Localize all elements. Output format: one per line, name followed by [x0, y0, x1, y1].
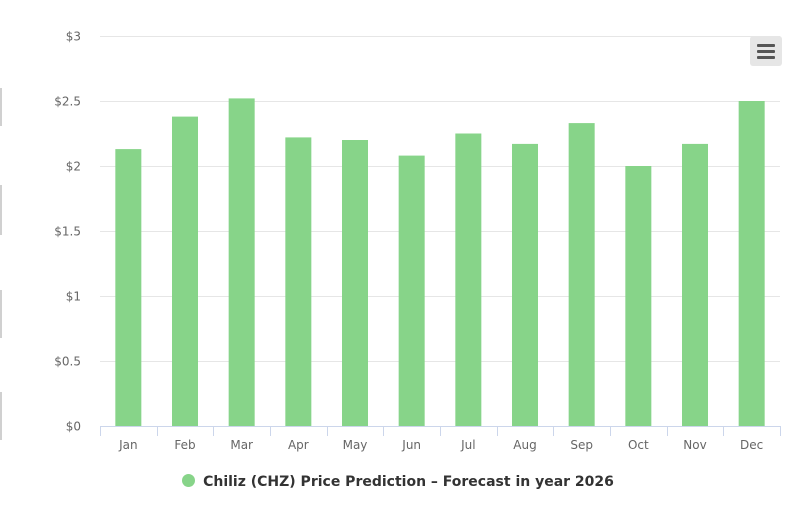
x-tick-label: Oct — [628, 438, 649, 452]
bar-sep — [568, 123, 595, 426]
y-tick-label: $0.5 — [54, 355, 81, 369]
x-tick-label: Apr — [288, 438, 309, 452]
x-tick-label: Jun — [401, 438, 421, 452]
y-tick-label: $0 — [66, 420, 81, 434]
chart-menu-button[interactable] — [750, 36, 782, 66]
x-tick-label: Feb — [174, 438, 195, 452]
x-tick-label: May — [343, 438, 368, 452]
legend-marker — [182, 474, 196, 487]
bar-jan — [115, 149, 142, 426]
x-tick-label: Jan — [118, 438, 138, 452]
y-tick-label: $2 — [66, 160, 81, 174]
bar-apr — [285, 137, 312, 426]
bar-mar — [228, 98, 255, 427]
y-tick-label: $2.5 — [54, 95, 81, 109]
chart-legend[interactable]: Chiliz (CHZ) Price Prediction – Forecast… — [0, 474, 796, 490]
x-tick-label: Mar — [230, 438, 253, 452]
bar-oct — [625, 166, 652, 426]
hamburger-menu-icon — [757, 44, 775, 47]
left-edge-marks — [0, 0, 4, 506]
y-tick-label: $1 — [66, 290, 81, 304]
bar-jun — [398, 155, 425, 426]
bar-aug — [512, 143, 538, 426]
x-tick-label: Nov — [683, 438, 706, 452]
x-tick-label: Dec — [740, 438, 763, 452]
y-tick-label: $1.5 — [54, 225, 81, 239]
bar-nov — [682, 143, 708, 426]
hamburger-menu-icon-bar — [757, 50, 775, 53]
x-tick-label: Jul — [460, 438, 475, 452]
bar-jul — [455, 133, 482, 426]
x-tick-label: Sep — [570, 438, 593, 452]
hamburger-menu-icon-bar — [757, 56, 775, 59]
y-tick-label: $3 — [66, 30, 81, 44]
bar-dec — [738, 101, 765, 426]
bar-feb — [172, 116, 198, 426]
bar-may — [342, 140, 368, 426]
legend-label: Chiliz (CHZ) Price Prediction – Forecast… — [203, 474, 614, 490]
x-tick-label: Aug — [513, 438, 536, 452]
